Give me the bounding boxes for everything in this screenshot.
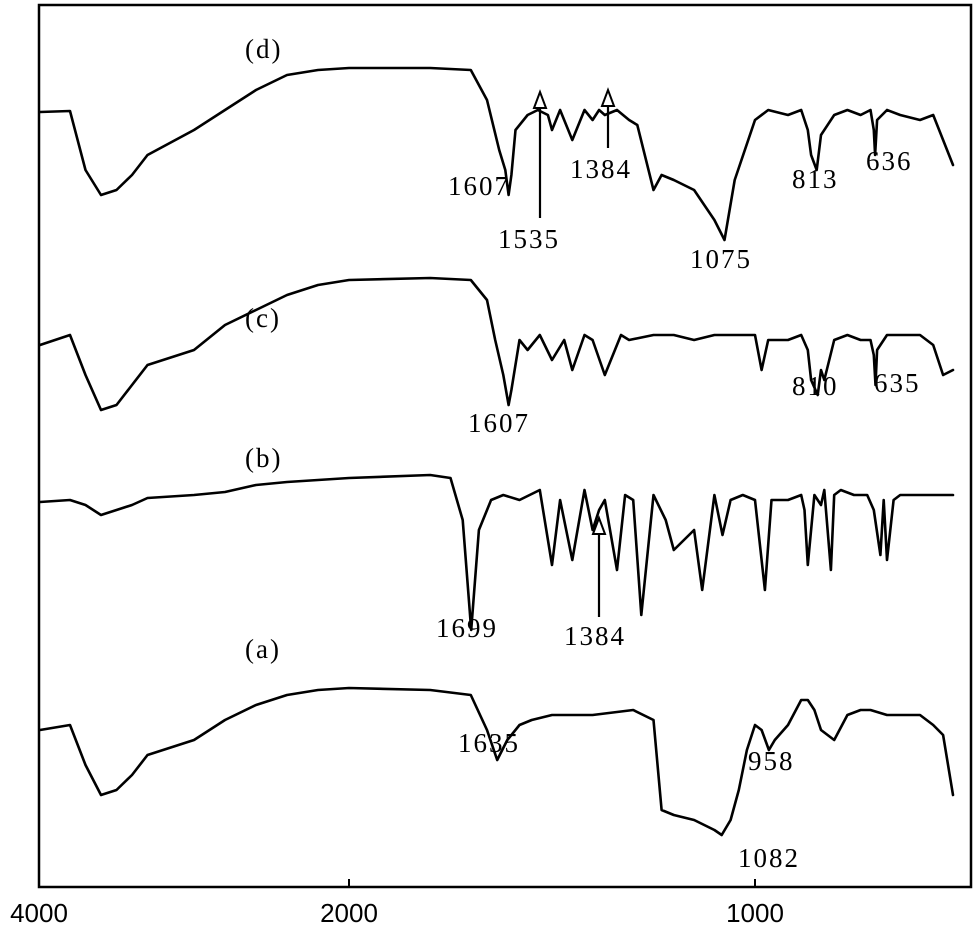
series-line-a bbox=[38, 686, 955, 837]
peak-label-1075: 1075 bbox=[690, 244, 752, 274]
peak-label-1535: 1535 bbox=[498, 224, 560, 254]
arrow-head bbox=[600, 87, 616, 107]
arrow-head bbox=[532, 89, 548, 109]
series-line-b bbox=[38, 473, 955, 632]
peak-label-1635: 1635 bbox=[458, 728, 520, 758]
arrow-head bbox=[591, 515, 607, 535]
curve-label-c: (c) bbox=[245, 303, 281, 333]
peak-label-1082: 1082 bbox=[738, 843, 800, 873]
plot-frame bbox=[37, 3, 973, 889]
x-tick-label: 2000 bbox=[320, 898, 378, 928]
peak-label-1607: 1607 bbox=[468, 408, 530, 438]
curve-label-a: (a) bbox=[245, 634, 281, 664]
series-line-c bbox=[38, 276, 955, 412]
peak-label-810: 810 bbox=[792, 371, 839, 401]
x-axis: 4000 2000 1000 bbox=[10, 879, 784, 928]
peak-label-1384: 1384 bbox=[564, 621, 626, 651]
peak-label-1699: 1699 bbox=[436, 613, 498, 643]
annotations-group: (d) (c) (b) (a) 1607 1535 1384 1075 813 636 1607 81… bbox=[245, 34, 921, 873]
peak-label-1607: 1607 bbox=[448, 171, 510, 201]
x-tick-label: 4000 bbox=[10, 898, 68, 928]
x-tick-label: 1000 bbox=[726, 898, 784, 928]
peak-label-636: 636 bbox=[866, 146, 913, 176]
series-line-d bbox=[38, 66, 955, 242]
curve-label-b: (b) bbox=[245, 443, 282, 473]
peak-label-813: 813 bbox=[792, 164, 839, 194]
curve-label-d: (d) bbox=[245, 34, 282, 64]
peak-label-1384: 1384 bbox=[570, 154, 632, 184]
spectra-group bbox=[38, 66, 955, 837]
peak-label-635: 635 bbox=[874, 368, 921, 398]
peak-label-958: 958 bbox=[748, 746, 795, 776]
